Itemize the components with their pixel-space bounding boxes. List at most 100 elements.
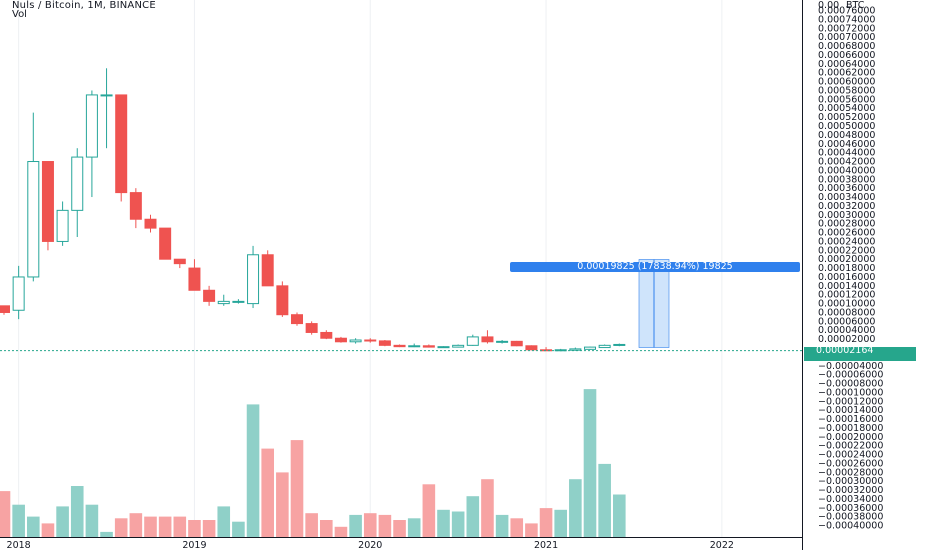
candle-body xyxy=(276,285,289,316)
volume-bar xyxy=(451,511,465,537)
candle-body xyxy=(261,254,274,287)
volume-bar xyxy=(27,516,40,537)
current-price-badge: 0.00002164 xyxy=(804,346,916,361)
price-tick-label: 0.00020000 xyxy=(818,254,875,265)
candle-body xyxy=(12,276,25,311)
volume-bar xyxy=(393,520,406,537)
candle-body xyxy=(378,340,391,346)
price-tick-label: 0.00002000 xyxy=(818,334,875,345)
candle-body xyxy=(85,94,98,158)
price-tick-label: −0.00010000 xyxy=(818,387,883,398)
price-tick-label: −0.00016000 xyxy=(818,414,883,425)
candle-body xyxy=(203,289,216,302)
price-tick-label: 0.00068000 xyxy=(818,41,875,52)
candle-body xyxy=(422,345,435,348)
volume-label: Vol xyxy=(12,9,27,20)
price-tick-label: 0.00046000 xyxy=(818,139,875,150)
volume-bar xyxy=(554,509,567,537)
candlestick-series xyxy=(0,68,626,352)
price-tick-label: 0.00072000 xyxy=(818,23,875,34)
price-tick-label: −0.00006000 xyxy=(818,370,883,381)
candle-body xyxy=(364,339,377,342)
price-tick-label: 0.00070000 xyxy=(818,32,875,43)
candle-body xyxy=(56,209,69,242)
candle-body xyxy=(613,343,626,346)
price-tick-label: 0.00042000 xyxy=(818,157,875,168)
price-tick-label: 0.00032000 xyxy=(818,201,875,212)
price-tick-label: −0.00024000 xyxy=(818,450,883,461)
price-tick-label: 0.00014000 xyxy=(818,281,875,292)
price-tick-label: −0.00012000 xyxy=(818,396,883,407)
candle-body xyxy=(291,314,303,325)
candle-body xyxy=(334,337,347,343)
volume-bar xyxy=(246,404,260,537)
price-tick-label: −0.00008000 xyxy=(818,379,883,390)
candle-body xyxy=(115,94,128,194)
volume-bar xyxy=(437,509,450,537)
volume-bar xyxy=(85,504,99,537)
candle-body xyxy=(173,258,186,265)
volume-bar xyxy=(144,516,157,537)
price-tick-label: −0.00022000 xyxy=(818,441,883,452)
price-tick-label: 0.00010000 xyxy=(818,299,875,310)
price-tick-label: 0.00012000 xyxy=(818,290,875,301)
candle-body xyxy=(466,336,479,346)
volume-bar xyxy=(158,516,172,537)
price-axis[interactable]: 0.000.000760000.000740000.000720000.0007… xyxy=(818,0,883,532)
volume-bar xyxy=(114,518,128,537)
price-tick-label: −0.00032000 xyxy=(818,485,883,496)
price-tick-label: 0.00056000 xyxy=(818,94,875,105)
candle-body xyxy=(27,161,40,278)
candle-body xyxy=(144,218,157,229)
volume-bars xyxy=(0,389,626,537)
price-tick-label: −0.00038000 xyxy=(818,512,883,523)
volume-bar xyxy=(188,520,201,537)
candle-body xyxy=(569,348,582,351)
price-tick-label: 0.00026000 xyxy=(818,228,875,239)
currency-unit-label: BTC xyxy=(846,0,865,11)
volume-bar xyxy=(466,496,480,537)
candle-body xyxy=(217,300,230,305)
volume-bar xyxy=(422,484,436,537)
volume-bar xyxy=(349,514,362,537)
volume-bar xyxy=(202,520,216,537)
price-tick-label: 0.00016000 xyxy=(818,272,875,283)
volume-bar xyxy=(320,520,333,537)
volume-bar xyxy=(173,516,187,537)
price-tick-label: 0.00040000 xyxy=(818,165,875,176)
candle-body xyxy=(129,192,142,220)
price-tick-label: 0.00062000 xyxy=(818,68,875,79)
volume-bar xyxy=(41,523,55,537)
price-tick-label: 0.00050000 xyxy=(818,121,875,132)
candle-body xyxy=(481,336,494,343)
candle-body xyxy=(188,267,201,291)
price-tick-label: 0.00004000 xyxy=(818,325,875,336)
price-tick-label: 0.00064000 xyxy=(818,59,875,70)
candle-body xyxy=(232,300,245,303)
volume-bar xyxy=(598,463,611,537)
price-tick-label: 0.00048000 xyxy=(818,130,875,141)
measure-label: 0.00019825 (17838.94%) 19825 xyxy=(510,262,800,272)
candle-body xyxy=(510,340,523,347)
price-tick-label: 0.00030000 xyxy=(818,210,875,221)
price-tick-label: −0.00028000 xyxy=(818,467,883,478)
price-tick-label: 0.00038000 xyxy=(818,174,875,185)
price-tick-label: 0.00018000 xyxy=(818,263,875,274)
candle-body xyxy=(496,340,509,343)
price-tick-label: 0.00074000 xyxy=(818,14,875,25)
time-tick-label: 2019 xyxy=(182,540,206,550)
volume-bar xyxy=(583,389,597,537)
time-axis[interactable]: 2018 2019 2020 2021 2022 xyxy=(0,537,802,550)
price-tick-label: 0.00024000 xyxy=(818,236,875,247)
candle-body xyxy=(320,331,333,339)
price-tick-label: 0.00054000 xyxy=(818,103,875,114)
volume-bar xyxy=(70,486,84,537)
price-tick-label: 0.00022000 xyxy=(818,245,875,256)
candle-body xyxy=(0,305,10,313)
price-tick-label: 0.00028000 xyxy=(818,219,875,230)
price-tick-label: −0.00036000 xyxy=(818,503,883,514)
volume-bar xyxy=(378,514,392,537)
candle-body xyxy=(159,227,172,260)
candle-body xyxy=(525,345,538,351)
